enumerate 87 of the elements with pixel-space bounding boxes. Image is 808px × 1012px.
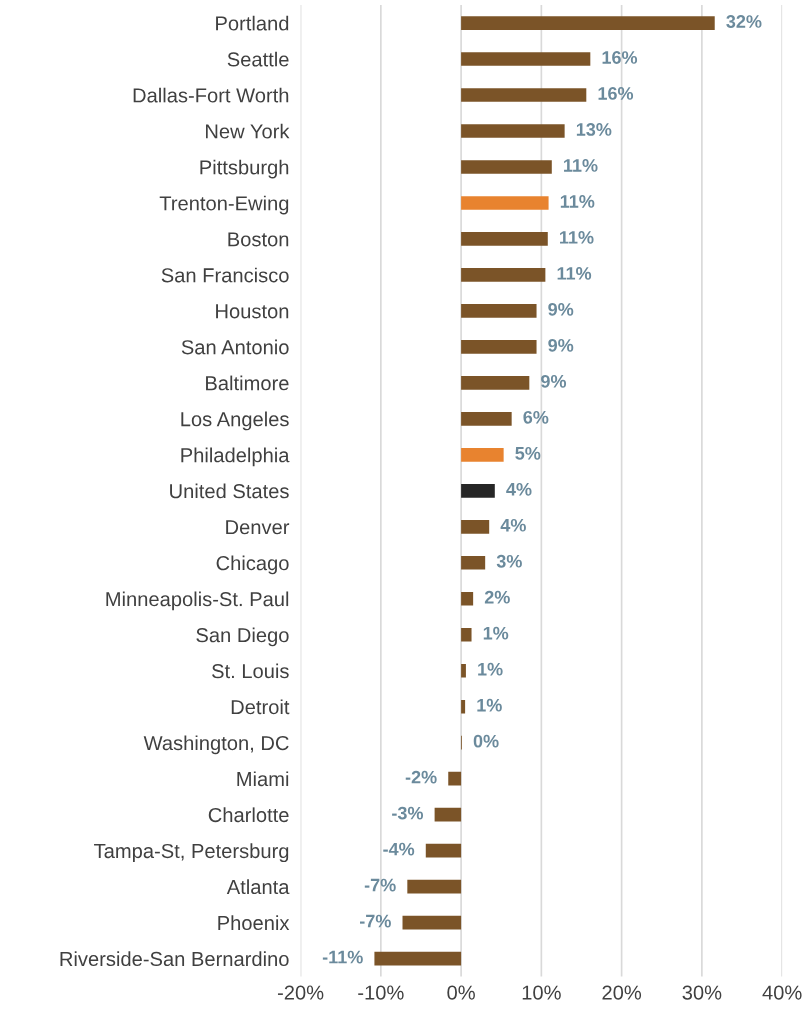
y-tick-label: Los Angeles [181,411,289,431]
bar [461,699,466,714]
y-tick-label: Pittsburgh [200,159,289,179]
data-label: 0% [473,734,499,748]
x-tick-label: -10% [358,985,404,1000]
y-tick-label: Portland [216,15,289,31]
bar [461,196,549,210]
bar [461,448,504,462]
data-label: 1% [483,626,509,640]
x-tick-label: 30% [682,985,722,1000]
data-label: 16% [598,87,634,100]
bar [461,627,472,642]
y-tick-label: Detroit [231,699,290,715]
y-tick-label: Charlotte [208,807,289,823]
data-label: 32% [726,15,762,28]
y-tick-label: Baltimore [206,375,289,391]
data-label: 5% [515,446,541,460]
y-tick-label: Washington, DC [143,735,289,755]
y-tick-label: Miami [237,771,289,787]
y-tick-label: Seattle [227,51,289,67]
data-label: 1% [477,698,502,712]
data-label: 11% [564,159,598,172]
data-label: 3% [496,554,522,568]
y-tick-label: United States [170,483,289,499]
y-tick-label: Boston [228,232,289,247]
bar [402,915,462,930]
bar [461,124,565,138]
y-tick-label: Phoenix [218,915,290,931]
bar [448,771,462,786]
data-label: 9% [548,338,574,352]
y-tick-label: San Francisco [161,267,289,283]
bar [461,232,548,246]
bar [461,304,537,318]
data-label: 9% [541,374,567,388]
y-tick-label: Tampa-St, Petersburg [94,843,289,863]
y-tick-label: St. Louis [212,663,289,679]
x-tick-label: 20% [602,985,642,1000]
data-label: 9% [548,302,574,316]
data-label: 4% [500,518,526,532]
y-tick-label: Atlanta [226,879,290,895]
data-label: 4% [506,482,532,496]
bar [461,555,486,570]
x-tick-label: 40% [762,985,802,1000]
bar [461,591,474,606]
y-tick-label: Denver [226,520,290,535]
bar [434,807,462,822]
data-label: -7% [364,878,396,892]
data-label: 6% [523,410,549,424]
y-tick-label: San Diego [196,627,289,647]
bar [425,843,462,858]
data-label: 1% [478,662,503,676]
bar [461,663,466,678]
bar [461,16,715,30]
y-tick-label: Minneapolis-St. Paul [106,591,289,611]
y-tick-label: Philadelphia [181,447,290,467]
bar [461,412,512,426]
data-label: -11% [322,950,363,964]
x-tick-label: 10% [522,985,561,1000]
data-label: 16% [602,51,638,64]
bar [461,519,490,534]
y-tick-label: New York [206,123,290,139]
y-tick-label: Dallas-Fort Worth [133,87,289,103]
data-label: -4% [383,842,415,856]
bar [461,88,587,102]
x-tick-label: 0% [447,985,475,1000]
data-label: 2% [484,590,510,604]
y-tick-label: Trenton-Ewing [159,195,289,215]
bar [461,268,546,282]
bar [461,483,495,498]
data-label: -7% [359,914,391,928]
bar [407,879,462,894]
bar [461,160,552,174]
bar [461,340,537,354]
y-tick-label: Chicago [216,555,289,575]
bar [374,951,462,966]
data-label: 11% [560,195,595,208]
y-tick-label: Riverside-San Bernardino [60,951,289,967]
data-label: -2% [405,770,437,784]
data-label: 11% [557,267,592,280]
y-tick-label: San Antonio [181,339,289,355]
data-label: -3% [392,806,424,820]
data-label: 11% [560,231,594,244]
bar [461,376,530,390]
x-tick-label: -20% [277,985,324,1000]
y-tick-label: Houston [216,304,289,319]
data-label: 13% [576,123,612,136]
bar [461,52,591,66]
